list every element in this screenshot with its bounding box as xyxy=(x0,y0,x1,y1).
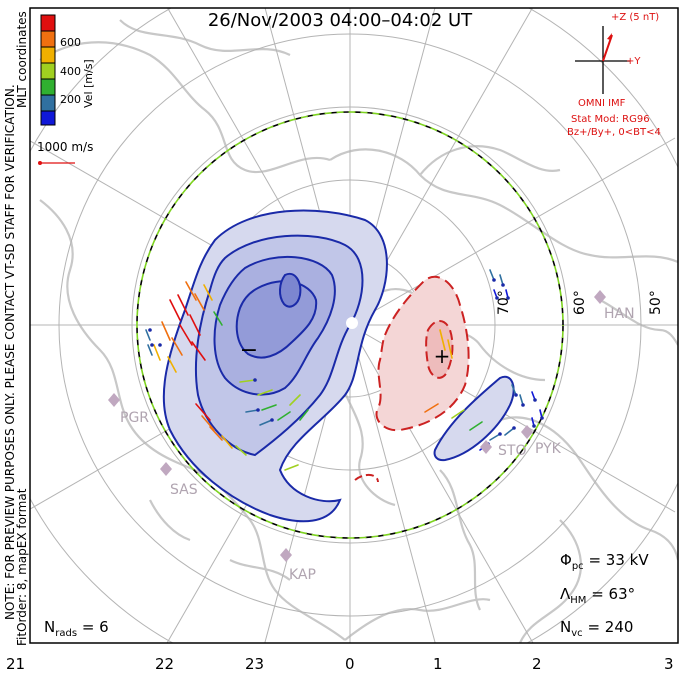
negative-cell-small xyxy=(433,375,515,462)
stat-phi-pc: Φpc = 33 kV xyxy=(560,551,649,572)
stat-nvc: Nvc = 240 xyxy=(560,618,633,639)
imf-dial xyxy=(575,26,630,94)
stat-nrads: Nrads = 6 xyxy=(44,618,109,639)
imf-z-label: +Z (5 nT) xyxy=(611,12,660,23)
plot-frame xyxy=(29,7,679,644)
figure-title: 26/Nov/2003 04:00–04:02 UT xyxy=(207,10,473,31)
phi-symbol: Φ xyxy=(560,551,572,569)
scale-tick-200: 200 xyxy=(60,93,81,106)
station-kap: KAP xyxy=(289,567,316,583)
station-han: HAN xyxy=(604,306,635,322)
phi-sub: pc xyxy=(571,561,584,572)
lat-label-50: 50° xyxy=(648,290,664,315)
mlt-label-23: 23 xyxy=(245,655,265,673)
nvc-symbol: N xyxy=(560,618,572,636)
nrads-symbol: N xyxy=(44,618,56,636)
lat-label-60: 60° xyxy=(572,290,588,315)
scale-label: Vel [m/s] xyxy=(82,59,95,108)
scale-tick-600: 600 xyxy=(60,36,81,49)
lambda-sub: HM xyxy=(570,595,587,606)
scale-tick-400: 400 xyxy=(60,65,81,78)
mlt-label-3: 3 xyxy=(664,655,674,673)
mlt-label-2: 2 xyxy=(532,655,542,673)
mlt-label-22: 22 xyxy=(155,655,175,673)
stat-lambda-hm: ΛHM = 63° xyxy=(560,585,635,606)
station-sas: SAS xyxy=(170,482,198,498)
nvc-value: = 240 xyxy=(587,618,634,636)
positive-cell-sign: + xyxy=(434,344,451,368)
color-scale-bar xyxy=(40,14,56,126)
imf-source: OMNI IMF xyxy=(578,98,626,109)
lambda-symbol: Λ xyxy=(560,585,571,603)
station-pgr: PGR xyxy=(120,410,150,426)
mlt-label-1: 1 xyxy=(433,655,443,673)
vector-scale-label: 1000 m/s xyxy=(37,140,94,154)
station-sto: STO xyxy=(498,443,527,459)
imf-model: Stat Mod: RG96 xyxy=(571,114,650,125)
phi-value: = 33 kV xyxy=(588,551,649,569)
mlt-label-21: 21 xyxy=(6,655,26,673)
fit-order-note: FitOrder: 8, mapEX format xyxy=(15,488,29,646)
station-markers xyxy=(108,290,606,562)
positive-cell xyxy=(354,275,470,483)
vector-scale-origin xyxy=(38,161,42,165)
nvc-sub: vc xyxy=(571,628,583,639)
imf-y-label: +Y xyxy=(626,56,641,67)
negative-cell-sign: − xyxy=(240,338,258,363)
nrads-value: = 6 xyxy=(81,618,109,636)
negative-cell xyxy=(162,209,388,523)
lat-label-70: 70° xyxy=(496,290,512,315)
mlt-label-0: 0 xyxy=(345,655,355,673)
lambda-value: = 63° xyxy=(591,585,636,603)
station-pyk: PYK xyxy=(535,441,561,457)
nrads-sub: rads xyxy=(55,628,78,639)
coord-system-note: MLT coordinates xyxy=(15,11,29,108)
pole-marker xyxy=(346,317,358,329)
hm-boundary-green xyxy=(136,111,564,539)
imf-condition: Bz+/By+, 0<BT<4 xyxy=(567,127,661,138)
